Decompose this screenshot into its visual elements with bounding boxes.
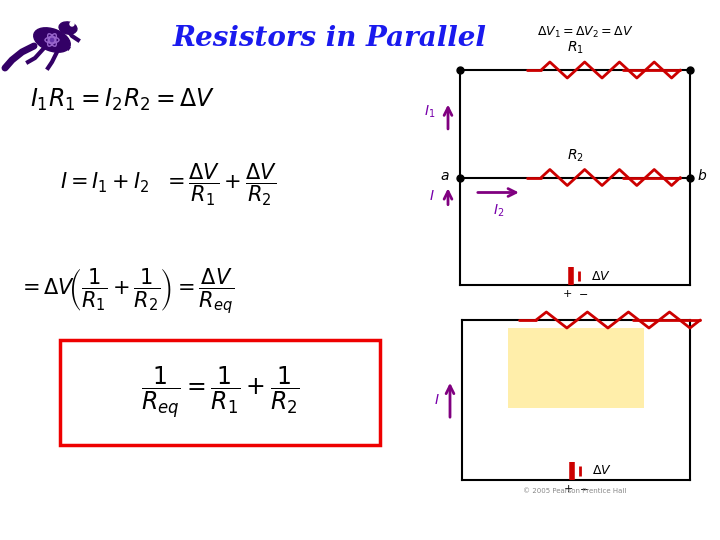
Text: $R_2$: $R_2$ (567, 147, 583, 164)
Circle shape (70, 22, 74, 26)
Circle shape (48, 36, 56, 44)
Bar (60, 340, 380, 445)
Text: $\Delta V$: $\Delta V$ (592, 464, 612, 477)
Text: $I = I_1 + I_2\ \ = \dfrac{\Delta V}{R_1} + \dfrac{\Delta V}{R_2}$: $I = I_1 + I_2\ \ = \dfrac{\Delta V}{R_1… (60, 162, 277, 208)
Text: $\dfrac{1}{R_{eq}} = \dfrac{1}{R_1} + \dfrac{1}{R_2}$: $\dfrac{1}{R_{eq}} = \dfrac{1}{R_1} + \d… (140, 364, 300, 421)
Text: $= \Delta V\!\left(\dfrac{1}{R_1} + \dfrac{1}{R_2}\right) = \dfrac{\Delta V}{R_{: $= \Delta V\!\left(\dfrac{1}{R_1} + \dfr… (18, 267, 234, 317)
Text: $I$: $I$ (429, 190, 435, 204)
Text: $+$: $+$ (563, 483, 573, 494)
Text: © 2005 Pearson Prentice Hall: © 2005 Pearson Prentice Hall (523, 488, 626, 494)
Ellipse shape (34, 28, 71, 52)
Text: $\Delta V$: $\Delta V$ (591, 269, 611, 282)
Text: $\Delta V_1 = \Delta V_2 = \Delta V$: $\Delta V_1 = \Delta V_2 = \Delta V$ (536, 24, 634, 39)
Text: $-$: $-$ (578, 288, 588, 298)
Text: $I$: $I$ (434, 393, 440, 407)
Text: $-$: $-$ (579, 483, 589, 493)
Text: Resistors in Parallel: Resistors in Parallel (173, 24, 487, 51)
Text: $I_1R_1 = I_2R_2 = \Delta V$: $I_1R_1 = I_2R_2 = \Delta V$ (30, 87, 215, 113)
Text: $I_1$: $I_1$ (423, 104, 435, 120)
Bar (508, 328, 644, 408)
Text: $a$: $a$ (441, 168, 450, 183)
Text: $b$: $b$ (697, 168, 707, 183)
Text: $+$: $+$ (562, 288, 572, 299)
Text: $R_1$: $R_1$ (567, 39, 583, 56)
Text: $I_2$: $I_2$ (492, 202, 504, 219)
Ellipse shape (59, 22, 77, 34)
